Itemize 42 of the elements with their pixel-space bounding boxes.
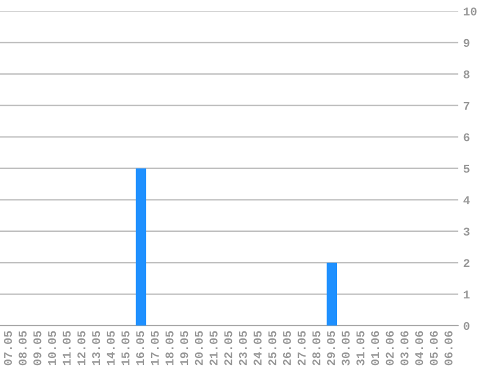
x-tick-label: 27.05 — [298, 331, 306, 366]
x-tick-label: 05.06 — [430, 331, 438, 366]
x-tick-label: 26.05 — [282, 331, 291, 366]
y-tick-label: 5 — [464, 164, 470, 173]
y-tick-label: 0 — [464, 322, 470, 330]
y-tick-label: 4 — [463, 196, 470, 204]
y-tick-label: 3 — [464, 228, 470, 236]
y-tick-label: 1 — [464, 290, 470, 298]
x-tick-label: 19.05 — [180, 331, 188, 366]
x-tick-label: 18.05 — [166, 331, 174, 366]
x-tick-label: 15.05 — [121, 331, 130, 366]
x-tick-label: 24.05 — [254, 331, 262, 366]
x-tick-label: 21.05 — [210, 331, 218, 366]
x-tick-label: 28.05 — [312, 331, 320, 366]
x-tick-label: 17.05 — [150, 331, 159, 366]
x-tick-label: 11.05 — [62, 331, 71, 366]
y-tick-label: 10 — [464, 7, 477, 16]
x-tick-label: 10.05 — [48, 331, 56, 366]
x-tick-label: 22.05 — [224, 331, 232, 366]
x-tick-label: 23.05 — [238, 331, 247, 366]
y-tick-label: 6 — [464, 133, 470, 142]
x-tick-label: 02.06 — [386, 331, 394, 366]
y-tick-label: 8 — [464, 70, 470, 78]
y-tick-label: 9 — [464, 38, 470, 47]
x-tick-label: 03.06 — [400, 331, 408, 366]
x-tick-label: 06.06 — [444, 331, 453, 366]
x-tick-label: 20.05 — [194, 331, 203, 366]
x-tick-label: 07.05 — [4, 331, 12, 366]
x-tick-label: 14.05 — [106, 331, 115, 366]
x-tick-label: 09.05 — [33, 331, 42, 366]
x-tick-label: 13.05 — [92, 331, 100, 366]
y-tick-label: 7 — [464, 102, 470, 110]
x-tick-label: 25.05 — [268, 331, 276, 366]
x-tick-label: 30.05 — [342, 331, 350, 366]
x-tick-label: 08.05 — [18, 331, 27, 366]
x-tick-label: 31.05 — [356, 331, 364, 366]
x-tick-label: 12.05 — [77, 331, 86, 366]
x-tick-label: 01.06 — [371, 331, 380, 366]
x-tick-label: 29.05 — [327, 331, 336, 366]
x-tick-label: 04.06 — [415, 331, 424, 366]
x-tick-label: 16.05 — [136, 331, 144, 366]
y-tick-label: 2 — [464, 259, 470, 267]
